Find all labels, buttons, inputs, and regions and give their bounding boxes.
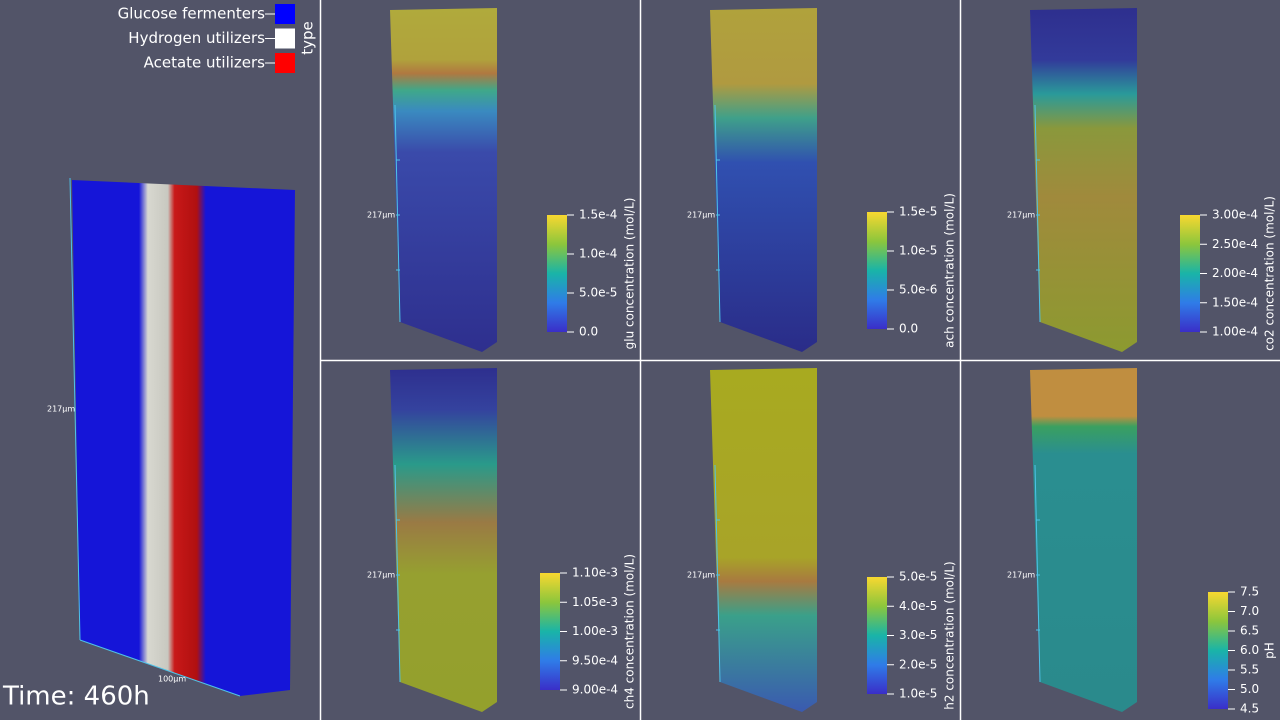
colorbar-tick-label: 1.50e-4: [1212, 295, 1258, 309]
scale-axis: [714, 464, 721, 683]
colorbar-tick-label: 1.5e-5: [899, 205, 937, 219]
colorbar-tick-label: 5.0e-5: [579, 286, 617, 300]
colorbar-tick-label: 3.00e-4: [1212, 208, 1258, 222]
scale-label: 217µm: [687, 571, 715, 580]
colorbar-tick-label: 6.5: [1240, 624, 1259, 638]
scale-label: 100µm: [158, 675, 186, 684]
colorbar: [1180, 215, 1200, 332]
scale-label: 217µm: [1007, 571, 1035, 580]
panel: 217µm 1.5e-5 1.0e-5 5.0e-6 0.0 ach concentrat…: [687, 8, 957, 352]
colorbar-tick-label: 2.0e-5: [899, 657, 937, 671]
concentration-slab: [1030, 8, 1137, 352]
scale-label: 217µm: [367, 571, 395, 580]
colorbar-tick-label: 9.50e-4: [572, 653, 618, 667]
colorbar-label: co2 concentration (mol/L): [1263, 196, 1277, 351]
scale-axis: [79, 639, 241, 697]
scale-axis: [714, 104, 721, 323]
concentration-slab: [390, 8, 497, 352]
legend-swatch: [275, 28, 295, 49]
colorbar: [867, 577, 887, 694]
panel: 217µm 7.5 7.0 6.5 6.0 5.5 5.0 4.5 pH: [1007, 368, 1277, 716]
concentration-slab: [1030, 368, 1137, 712]
colorbar-tick-label: 1.0e-5: [899, 687, 937, 701]
legend: Glucose fermenters Hydrogen utilizers Acet…: [118, 4, 295, 73]
colorbar-label: ch4 concentration (mol/L): [623, 554, 637, 709]
colorbar-label: pH: [1263, 642, 1277, 659]
colorbar-tick-label: 5.0e-6: [899, 283, 937, 297]
cell-slab: [72, 180, 295, 696]
concentration-slab: [710, 368, 817, 712]
legend-swatch: [275, 53, 295, 73]
colorbar-tick-label: 1.10e-3: [572, 566, 618, 580]
scale-label: 217µm: [687, 211, 715, 220]
legend-label: Hydrogen utilizers: [128, 29, 265, 47]
colorbar-tick-label: 1.0e-5: [899, 244, 937, 258]
colorbar-tick-label: 2.50e-4: [1212, 237, 1258, 251]
legend-swatch: [275, 4, 295, 24]
colorbar-tick-label: 7.0: [1240, 604, 1259, 618]
colorbar-label: ach concentration (mol/L): [943, 193, 957, 348]
colorbar-tick-label: 6.0: [1240, 643, 1259, 657]
scale-axis: [1034, 464, 1041, 683]
colorbar-tick-label: 4.5: [1240, 702, 1259, 716]
colorbar-tick-label: 0.0: [899, 322, 918, 336]
concentration-slab: [710, 8, 817, 352]
colorbar-tick-label: 0.0: [579, 325, 598, 339]
legend-label: Acetate utilizers: [144, 54, 266, 72]
colorbar-tick-label: 1.05e-3: [572, 595, 618, 609]
legend-label: Glucose fermenters: [118, 5, 266, 23]
scale-axis: [394, 464, 401, 683]
legend-title: type: [299, 21, 317, 55]
colorbar-tick-label: 4.0e-5: [899, 599, 937, 613]
colorbar-tick-label: 5.5: [1240, 663, 1259, 677]
panels: 217µm 1.5e-4 1.0e-4 5.0e-5 0.0 glu concentrat…: [367, 8, 1277, 716]
colorbar-label: h2 concentration (mol/L): [943, 561, 957, 709]
colorbar-tick-label: 7.5: [1240, 585, 1259, 599]
scale-axis: [394, 104, 401, 323]
colorbar-label: glu concentration (mol/L): [623, 198, 637, 350]
colorbar: [547, 215, 567, 332]
colorbar-tick-label: 1.00e-4: [1212, 325, 1258, 339]
colorbar-tick-label: 1.00e-3: [572, 624, 618, 638]
colorbar-tick-label: 9.00e-4: [572, 683, 618, 697]
colorbar-tick-label: 5.0e-5: [899, 570, 937, 584]
panel: 217µm 1.5e-4 1.0e-4 5.0e-5 0.0 glu concentrat…: [367, 8, 637, 352]
colorbar-tick-label: 1.0e-4: [579, 247, 617, 261]
colorbar-tick-label: 3.0e-5: [899, 628, 937, 642]
colorbar: [540, 573, 560, 690]
scale-axis: [69, 177, 81, 641]
colorbar: [867, 212, 887, 329]
panel: 217µm 3.00e-4 2.50e-4 2.00e-4 1.50e-4 1.00e-4…: [1007, 8, 1277, 352]
panel: 217µm 1.10e-3 1.05e-3 1.00e-3 9.50e-4 9.00e-4…: [367, 368, 637, 712]
scale-axis: [1034, 104, 1041, 323]
colorbar-tick-label: 2.00e-4: [1212, 266, 1258, 280]
panel: 217µm 5.0e-5 4.0e-5 3.0e-5 2.0e-5 1.0e-5 h2 co…: [687, 368, 957, 712]
scale-label: 217µm: [1007, 211, 1035, 220]
scale-label: 217µm: [47, 405, 75, 414]
cell-view: 217µm 100µm Time: 460h type Glucose ferm…: [2, 4, 317, 712]
colorbar-tick-label: 5.0: [1240, 682, 1259, 696]
concentration-slab: [390, 368, 497, 712]
colorbar: [1208, 592, 1228, 709]
colorbar-tick-label: 1.5e-4: [579, 208, 617, 222]
time-label: Time: 460h: [2, 682, 150, 712]
scale-label: 217µm: [367, 211, 395, 220]
separators: [319, 0, 1280, 720]
